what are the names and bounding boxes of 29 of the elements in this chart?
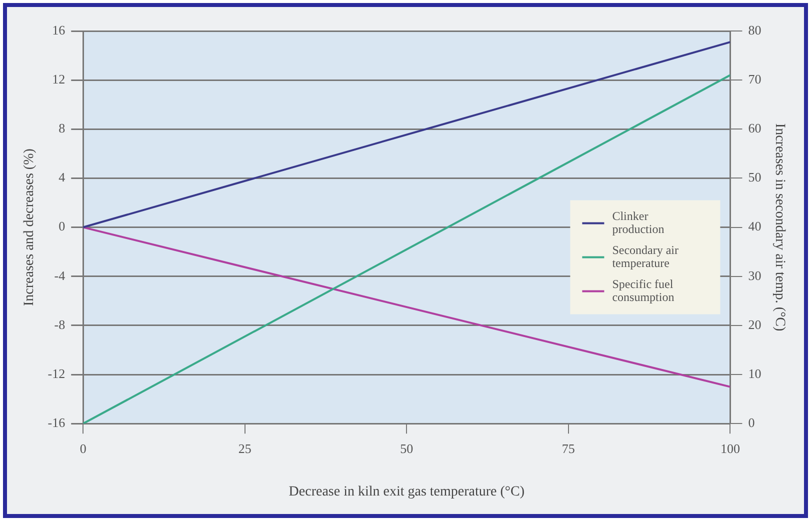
x-tick-label: 100 [720, 440, 740, 456]
y2-tick-label: 30 [748, 268, 762, 283]
y-tick-label: -4 [54, 268, 66, 283]
y-tick-label: -16 [48, 415, 66, 430]
x-axis-title: Decrease in kiln exit gas temperature (°C) [288, 484, 525, 500]
x-tick-label: 25 [238, 440, 252, 456]
y2-tick-label: 10 [748, 366, 762, 381]
y-tick-label: 4 [58, 170, 66, 185]
legend-label: Specific fuel consumption [612, 276, 674, 304]
y2-tick-label: 60 [748, 120, 762, 136]
x-tick-label: 50 [400, 440, 414, 456]
y-axis-title: Increases and decreases (%) [22, 148, 38, 306]
legend-label: Clinker production [612, 208, 664, 236]
y-tick-label: -12 [48, 366, 66, 381]
y2-tick-label: 50 [748, 170, 762, 185]
y-tick-label: 12 [52, 71, 66, 86]
x-tick-label: 75 [562, 440, 575, 456]
y-tick-label: 16 [52, 22, 66, 38]
y2-tick-label: 70 [748, 71, 762, 86]
y2-axis-title: Increases in secondary air temp. (°C) [772, 123, 787, 332]
y2-tick-label: 80 [748, 22, 762, 38]
legend-label: Secondary air temperature [612, 242, 679, 270]
y-tick-label: -8 [54, 316, 66, 332]
x-tick-label: 0 [80, 440, 86, 456]
y2-tick-label: 0 [748, 415, 755, 430]
y-tick-label: 8 [58, 120, 66, 136]
y2-tick-label: 20 [748, 316, 762, 332]
y-tick-label: 0 [58, 218, 66, 234]
y2-tick-label: 40 [748, 218, 762, 234]
